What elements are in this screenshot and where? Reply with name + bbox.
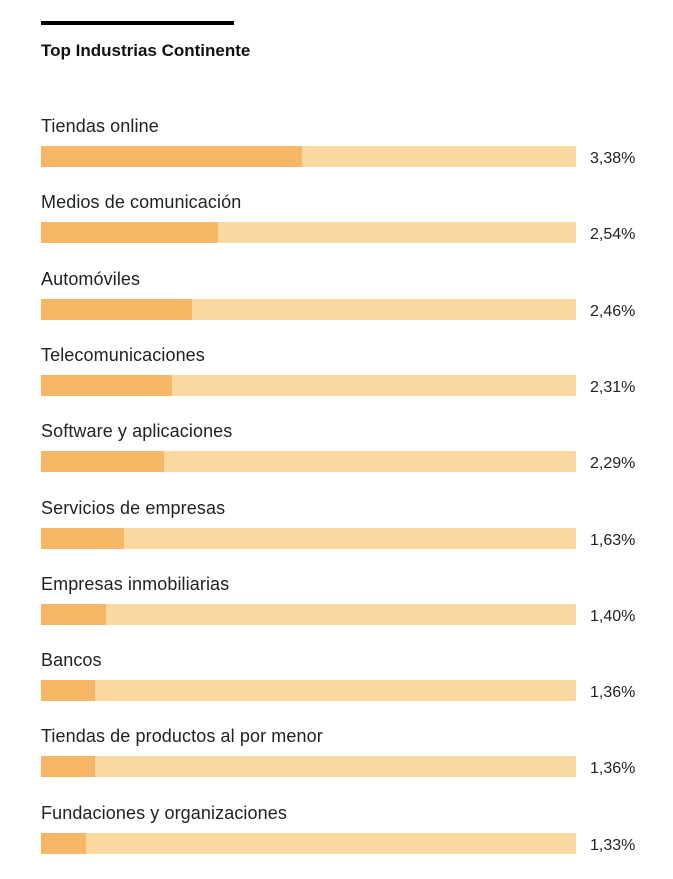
bar-fill: [41, 222, 218, 244]
title-rule: [41, 21, 234, 25]
bar-fill: [41, 680, 95, 702]
bar-row: Fundaciones y organizaciones 1,33%: [0, 803, 673, 879]
bar-value-label: 2,54%: [590, 226, 636, 244]
bar-fill: [41, 451, 164, 473]
bar-value-label: 2,29%: [590, 455, 636, 473]
bar-fill: [41, 146, 302, 167]
bar-fill: [41, 298, 192, 320]
bar-row: Tiendas online 3,38%: [0, 116, 673, 192]
bar-track: [41, 680, 576, 702]
bar-fill: [41, 527, 124, 549]
bar-row: Software y aplicaciones 2,29%: [0, 421, 673, 497]
bar-track: [41, 756, 576, 778]
bar-track: [41, 222, 576, 244]
bar-track: [41, 527, 576, 549]
bar-track: [41, 374, 576, 396]
bar-row: Empresas inmobiliarias 1,40%: [0, 574, 673, 650]
bar-value-label: 1,33%: [590, 836, 636, 854]
bar-value-label: 1,40%: [590, 607, 636, 625]
bar-row: Telecomunicaciones 2,31%: [0, 345, 673, 421]
bar-value-label: 3,38%: [590, 150, 636, 167]
bar-label: Empresas inmobiliarias: [41, 573, 230, 594]
bar-fill: [41, 374, 172, 396]
bar-track: [41, 298, 576, 320]
bar-value-label: 2,31%: [590, 378, 636, 396]
bar-value-label: 1,36%: [590, 684, 636, 702]
bar-value-label: 1,63%: [590, 531, 636, 549]
bar-row: Automóviles 2,46%: [0, 269, 673, 345]
bar-label: Servicios de empresas: [41, 497, 226, 518]
bar-track: [41, 832, 576, 854]
bar-value-label: 2,46%: [590, 302, 636, 320]
bar-label: Software y aplicaciones: [41, 421, 233, 442]
chart-title: Top Industrias Continente: [41, 41, 251, 60]
bar-fill: [41, 603, 106, 625]
bar-row: Medios de comunicación 2,54%: [0, 192, 673, 268]
bar-label: Fundaciones y organizaciones: [41, 802, 287, 823]
bar-track: [41, 451, 576, 473]
bar-row: Servicios de empresas 1,63%: [0, 498, 673, 574]
bar-fill: [41, 756, 95, 778]
bar-label: Tiendas online: [41, 116, 159, 136]
bar-track: [41, 146, 576, 167]
bar-fill: [41, 832, 86, 854]
bar-track: [41, 603, 576, 625]
bar-value-label: 1,36%: [590, 760, 636, 778]
bar-row: Tiendas de productos al por menor 1,36%: [0, 726, 673, 802]
bar-label: Medios de comunicación: [41, 192, 242, 213]
bar-row: Bancos 1,36%: [0, 650, 673, 726]
bar-label: Tiendas de productos al por menor: [41, 726, 323, 747]
bar-label: Automóviles: [41, 268, 141, 289]
bar-label: Telecomunicaciones: [41, 344, 205, 365]
bar-label: Bancos: [41, 650, 102, 671]
